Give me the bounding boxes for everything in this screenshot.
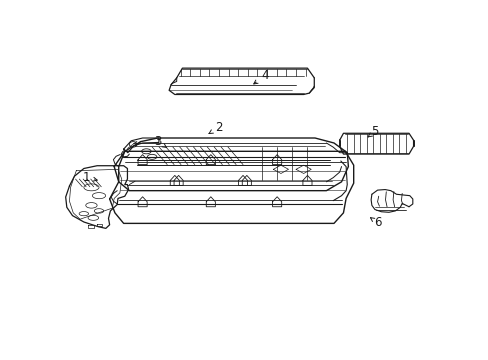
- Text: 6: 6: [370, 216, 381, 229]
- Text: 4: 4: [253, 69, 268, 84]
- Text: 1: 1: [83, 171, 97, 184]
- Text: 3: 3: [154, 135, 166, 148]
- Text: 5: 5: [367, 125, 378, 138]
- Text: 2: 2: [208, 121, 222, 134]
